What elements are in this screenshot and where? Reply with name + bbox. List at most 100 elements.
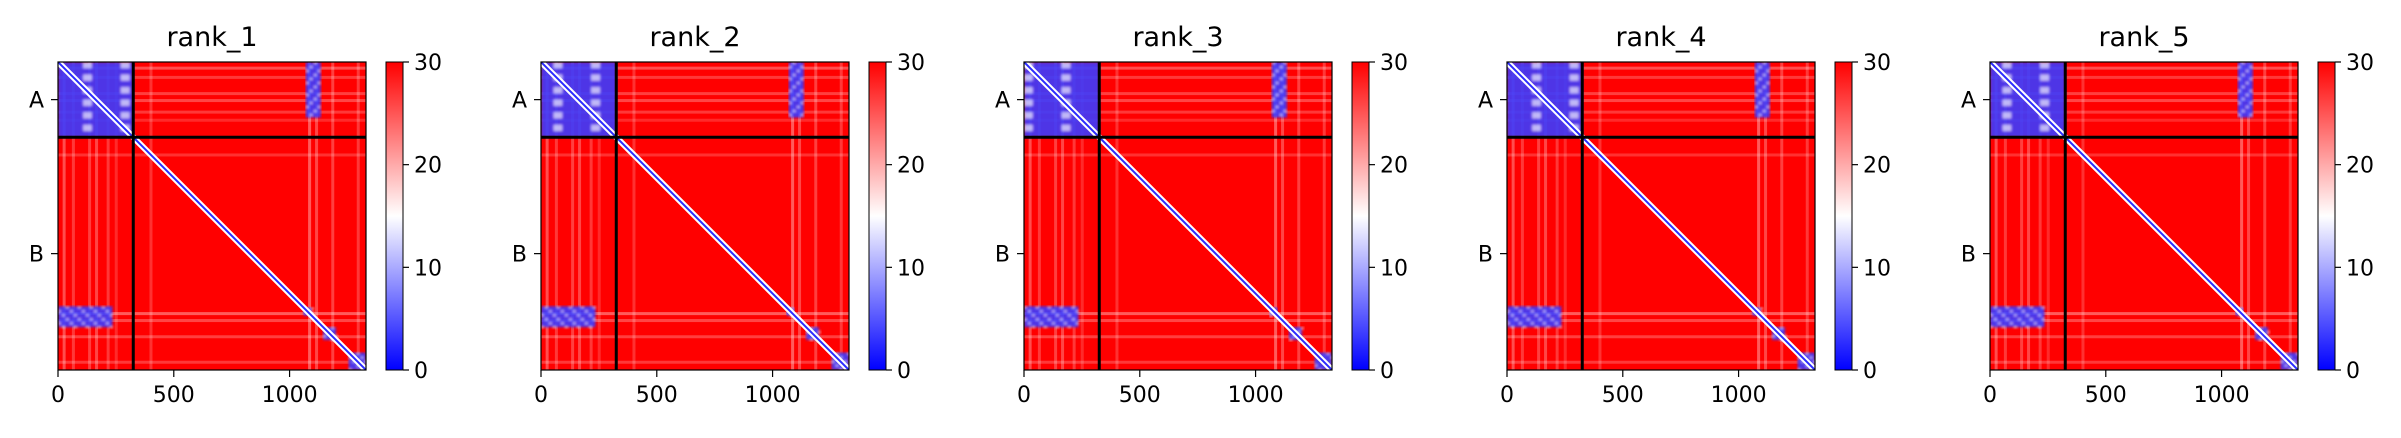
heatmap-block-core [1271,62,1287,118]
heatmap-cell [589,314,592,317]
colorbar-tick-label: 0 [1863,359,1877,384]
heatmap-vband [1080,62,1084,370]
plot-frame [1023,61,1333,371]
heatmap-cell [98,326,101,329]
heatmap-cell [2241,98,2245,100]
heatmap-cell [335,335,338,338]
heatmap-cell [317,106,321,108]
heatmap-cell [323,335,326,338]
heatmap-cell [1283,110,1287,112]
colorbar [2318,62,2335,370]
heatmap-cell [1271,110,1275,112]
heatmap-block-core [1507,306,1562,328]
heatmap-cell [1766,82,1770,84]
heatmap-cell [1061,87,1071,94]
colorbar-tick-label: 30 [897,51,925,76]
heatmap-cell [790,307,794,310]
heatmap-hband [1990,153,2298,157]
heatmap-cell [2237,66,2241,68]
heatmap-cell [2042,318,2045,321]
heatmap-hband [1990,360,2298,364]
heatmap-hband [541,118,849,122]
heatmap-cell [2288,356,2292,359]
heatmap-cell [545,306,548,309]
heatmap-cell [1283,74,1287,76]
heatmap-cell [1318,368,1322,370]
heatmap-cell [1754,82,1758,84]
heatmap-block [1990,306,2045,329]
heatmap-cell [1064,310,1067,313]
heatmap-cell [1275,106,1279,108]
heatmap-cell [317,82,321,84]
heatmap-cell [62,314,65,317]
heatmap-vband [1054,62,1058,370]
panel-1: rank_1 0 500 1000 A B 0 10 20 30 [29,22,442,408]
heatmap-cell [1784,335,1787,338]
heatmap-cell [1024,74,1033,81]
heatmap-cell [1040,322,1043,325]
heatmap-cell [313,86,317,88]
heatmap-cell [2038,314,2041,317]
heatmap-cell [1269,315,1273,318]
heatmap-vband [1757,62,1761,370]
panel-5: rank_5 0 500 1000 A B 0 10 20 30 [1961,22,2374,408]
heatmap-block [58,306,113,329]
x-tick-label: 1000 [1228,383,1284,408]
heatmap-cell [2241,62,2245,64]
heatmap-hband [1990,335,2298,339]
colorbar-tick-label: 10 [2346,256,2374,281]
x-tick-label: 500 [636,383,678,408]
heatmap-hband [1507,312,1815,316]
heatmap-cell [2014,314,2017,317]
heatmap-cell [2018,306,2021,309]
heatmap-cell [1048,306,1051,309]
diagonal-line [58,62,366,370]
heatmap-cell [2284,364,2288,367]
colorbar-tick-label: 0 [2346,359,2360,384]
heatmap-cell [796,82,800,84]
heatmap-block [1024,306,1079,329]
heatmap-cell [120,62,130,69]
y-tick-label: A [995,89,1010,114]
colorbar [869,62,886,370]
heatmap-hband [541,312,849,316]
colorbar-tick-label: 10 [414,256,442,281]
heatmap-cell [110,314,113,317]
heatmap-cell [1271,74,1275,76]
heatmap-cell [58,322,61,325]
heatmap-cell [1279,66,1283,68]
heatmap-vband [597,62,601,370]
heatmap-cell [2241,110,2245,112]
heatmap-cell [810,339,813,342]
x-tick-label: 500 [1602,383,1644,408]
heatmap-vband [1297,62,1301,370]
heatmap-cell [2022,310,2025,313]
panel-title: rank_2 [649,22,740,53]
y-tick-label: A [512,89,527,114]
heatmap-cell [66,318,69,321]
heatmap-cell [86,326,89,329]
colorbar-tick-label: 10 [1863,256,1891,281]
heatmap-vband [1563,62,1567,370]
heatmap-cell [1531,310,1534,313]
heatmap-cell [1297,331,1300,334]
heatmap-cell [553,62,563,69]
heatmap-cell [553,326,556,329]
heatmap-cell [1527,306,1530,309]
heatmap-cell [577,326,580,329]
heatmap-cell [1754,94,1758,96]
heatmap-cell [82,322,85,325]
heatmap-cell [561,322,564,325]
heatmap-hband [58,319,366,323]
heatmap-cell [1076,322,1079,325]
heatmap-hband [1024,319,1332,323]
heatmap-cell [74,314,77,317]
heatmap-cell [1056,314,1059,317]
heatmap-hband [58,360,366,364]
heatmap-cell [818,331,821,334]
heatmap-hband [58,118,366,122]
heatmap-block [1507,306,1562,329]
heatmap-hband [1024,118,1332,122]
heatmap-cell [1507,322,1510,325]
